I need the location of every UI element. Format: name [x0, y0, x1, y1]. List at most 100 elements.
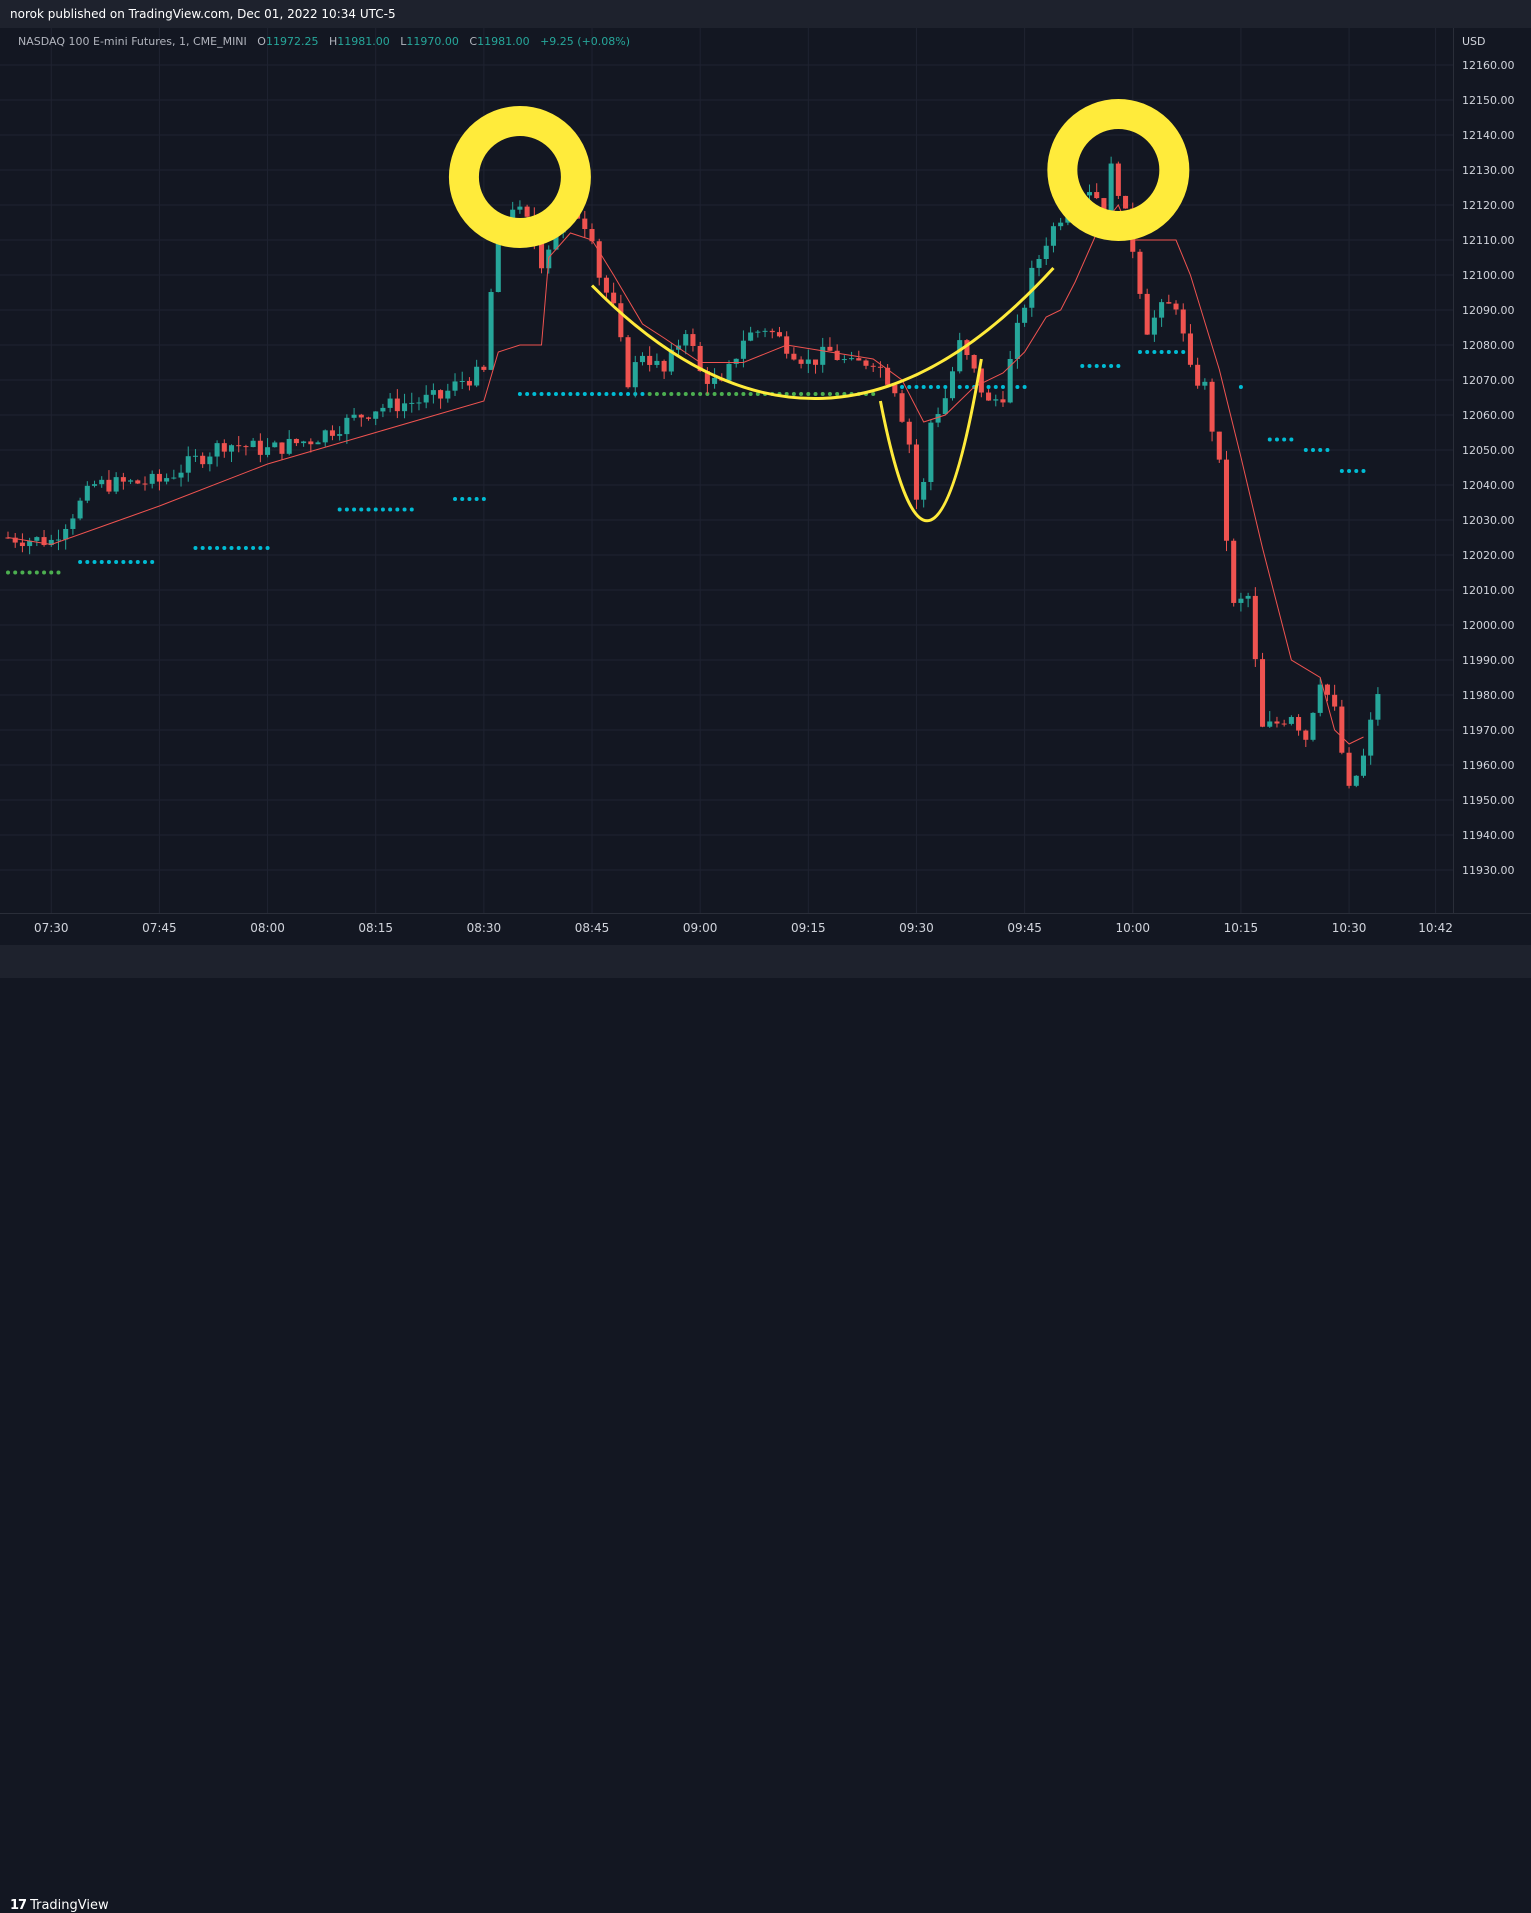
candle-body: [683, 334, 689, 346]
time-tick-label: 10:30: [1332, 921, 1367, 935]
level-dot: [791, 392, 796, 396]
candle-body: [185, 456, 191, 473]
candle-body: [820, 346, 826, 365]
candle-body: [423, 394, 429, 403]
level-dot: [460, 497, 465, 501]
candle-body: [402, 403, 408, 412]
candle-body: [510, 209, 516, 221]
chart-legend: NASDAQ 100 E-mini Futures, 1, CME_MINI O…: [18, 35, 630, 48]
candle-body: [221, 443, 227, 452]
level-dot: [618, 392, 623, 396]
candle-body: [1101, 198, 1107, 212]
level-dot: [561, 392, 566, 396]
candle-body: [1209, 381, 1215, 432]
candle-body: [762, 330, 768, 332]
candle-body: [712, 377, 718, 384]
level-dot: [907, 385, 912, 389]
candle-body: [243, 446, 249, 448]
candle-body: [1223, 459, 1230, 541]
candle-body: [892, 384, 898, 394]
level-dot: [748, 392, 753, 396]
candle-body: [625, 337, 631, 388]
candle-body: [921, 481, 927, 500]
candle-body: [1375, 694, 1381, 720]
candle-body: [957, 340, 963, 372]
candle-body: [149, 473, 155, 484]
candle-body: [1050, 226, 1056, 246]
time-tick-label: 10:42: [1418, 921, 1453, 935]
candle-body: [178, 472, 184, 478]
candle-body: [539, 243, 545, 269]
time-tick-label: 10:15: [1224, 921, 1259, 935]
candle-body: [365, 417, 372, 419]
candle-body: [582, 218, 588, 230]
level-dot: [222, 546, 227, 550]
currency-label[interactable]: USD: [1462, 35, 1486, 48]
candle-body: [805, 359, 811, 364]
time-tick-label: 09:45: [1007, 921, 1042, 935]
candle-body: [279, 442, 285, 454]
top-bar: norok published on TradingView.com, Dec …: [0, 0, 1531, 28]
candle-body: [748, 332, 754, 341]
level-dot: [453, 497, 458, 501]
moving-average-line: [7, 204, 1364, 745]
time-tick-label: 07:45: [142, 921, 177, 935]
close-label: C: [469, 35, 478, 48]
price-tick-label: 11930.00: [1462, 864, 1515, 877]
open-label: O: [257, 35, 266, 48]
price-tick-label: 12010.00: [1462, 584, 1515, 597]
candle-body: [632, 362, 638, 388]
level-dot: [1311, 448, 1316, 452]
level-dot: [698, 392, 703, 396]
candle-body: [1346, 752, 1352, 786]
time-axis[interactable]: [0, 913, 1531, 946]
candle-body: [48, 539, 54, 546]
candle-body: [1303, 730, 1309, 740]
price-tick-label: 11950.00: [1462, 794, 1515, 807]
level-dot: [604, 392, 609, 396]
candle-body: [128, 480, 134, 482]
candle-body: [1123, 195, 1129, 209]
price-tick-label: 12030.00: [1462, 514, 1515, 527]
candle-body: [1086, 192, 1093, 196]
level-dot: [705, 392, 710, 396]
candle-body: [164, 478, 170, 482]
level-dot: [373, 507, 378, 512]
candle-body: [935, 414, 941, 423]
candle-body: [661, 360, 667, 372]
candle-body: [286, 438, 292, 454]
candle-body: [106, 479, 112, 492]
candle-body: [236, 445, 242, 447]
level-dot: [395, 507, 400, 512]
level-dot: [1152, 350, 1157, 354]
price-axis[interactable]: [1453, 28, 1531, 913]
candle-body: [1368, 719, 1374, 756]
symbol-title[interactable]: NASDAQ 100 E-mini Futures, 1, CME_MINI: [18, 35, 247, 48]
candle-body: [380, 407, 386, 412]
candle-body: [387, 398, 393, 408]
candle-body: [647, 355, 653, 365]
price-tick-label: 12040.00: [1462, 479, 1515, 492]
candle-body: [791, 353, 797, 360]
low-label: L: [400, 35, 407, 48]
candle-body: [964, 340, 970, 356]
level-dot: [928, 385, 933, 389]
level-dot: [1361, 469, 1366, 473]
candle-body: [228, 445, 235, 452]
level-dot: [568, 392, 573, 396]
price-tick-label: 12110.00: [1462, 234, 1515, 247]
level-dot: [669, 392, 674, 396]
candle-body: [70, 518, 76, 529]
level-dot: [993, 385, 998, 389]
level-dot: [1094, 364, 1099, 368]
candle-body: [63, 528, 69, 540]
tradingview-brand[interactable]: 𝟭𝟳 TradingView: [10, 1898, 109, 1913]
candle-body: [1058, 222, 1064, 227]
candle-body: [1108, 163, 1114, 212]
level-dot: [835, 392, 840, 396]
level-dot: [1159, 350, 1164, 354]
candle-body: [351, 414, 357, 418]
level-dot: [207, 546, 212, 550]
level-dot: [712, 392, 717, 396]
level-dot: [27, 570, 32, 575]
